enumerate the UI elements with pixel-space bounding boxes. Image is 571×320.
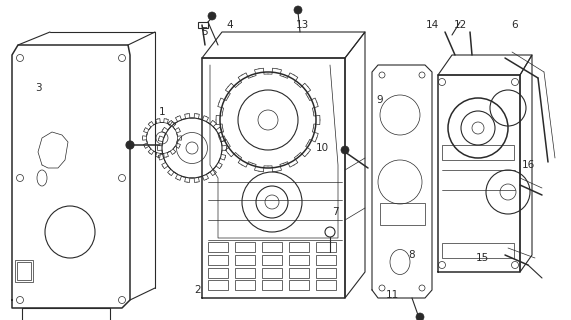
Text: 7: 7 (332, 207, 338, 217)
Bar (208, 255, 228, 265)
Bar (316, 255, 336, 265)
Bar (235, 255, 255, 265)
Bar (316, 242, 336, 252)
Circle shape (341, 146, 349, 154)
Bar (442, 145, 514, 160)
Text: 10: 10 (315, 143, 328, 153)
Bar (262, 280, 282, 290)
Text: 12: 12 (453, 20, 467, 30)
Text: 11: 11 (385, 290, 399, 300)
Text: 8: 8 (409, 250, 415, 260)
Bar (235, 242, 255, 252)
Bar (235, 280, 255, 290)
Bar (442, 243, 514, 258)
Bar (208, 242, 228, 252)
Text: 3: 3 (35, 83, 41, 93)
Circle shape (416, 313, 424, 320)
Bar (262, 242, 282, 252)
Bar (289, 280, 309, 290)
Bar (380, 203, 425, 225)
Text: 16: 16 (521, 160, 534, 170)
Circle shape (126, 141, 134, 149)
Text: 14: 14 (425, 20, 439, 30)
Bar (208, 280, 228, 290)
Text: 13: 13 (295, 20, 308, 30)
Text: 4: 4 (227, 20, 234, 30)
Bar (289, 242, 309, 252)
Bar (316, 268, 336, 278)
Bar (17, 262, 31, 280)
Bar (262, 255, 282, 265)
Text: 9: 9 (377, 95, 383, 105)
Bar (316, 280, 336, 290)
Bar (262, 268, 282, 278)
Bar (235, 268, 255, 278)
Text: 1: 1 (159, 107, 166, 117)
Bar (289, 255, 309, 265)
Circle shape (208, 12, 216, 20)
Bar (289, 268, 309, 278)
Bar (198, 22, 208, 28)
Text: 15: 15 (476, 253, 489, 263)
Bar (208, 268, 228, 278)
Circle shape (294, 6, 302, 14)
Text: 6: 6 (512, 20, 518, 30)
Text: 2: 2 (195, 285, 202, 295)
Bar (15, 260, 33, 282)
Text: 5: 5 (202, 27, 208, 37)
